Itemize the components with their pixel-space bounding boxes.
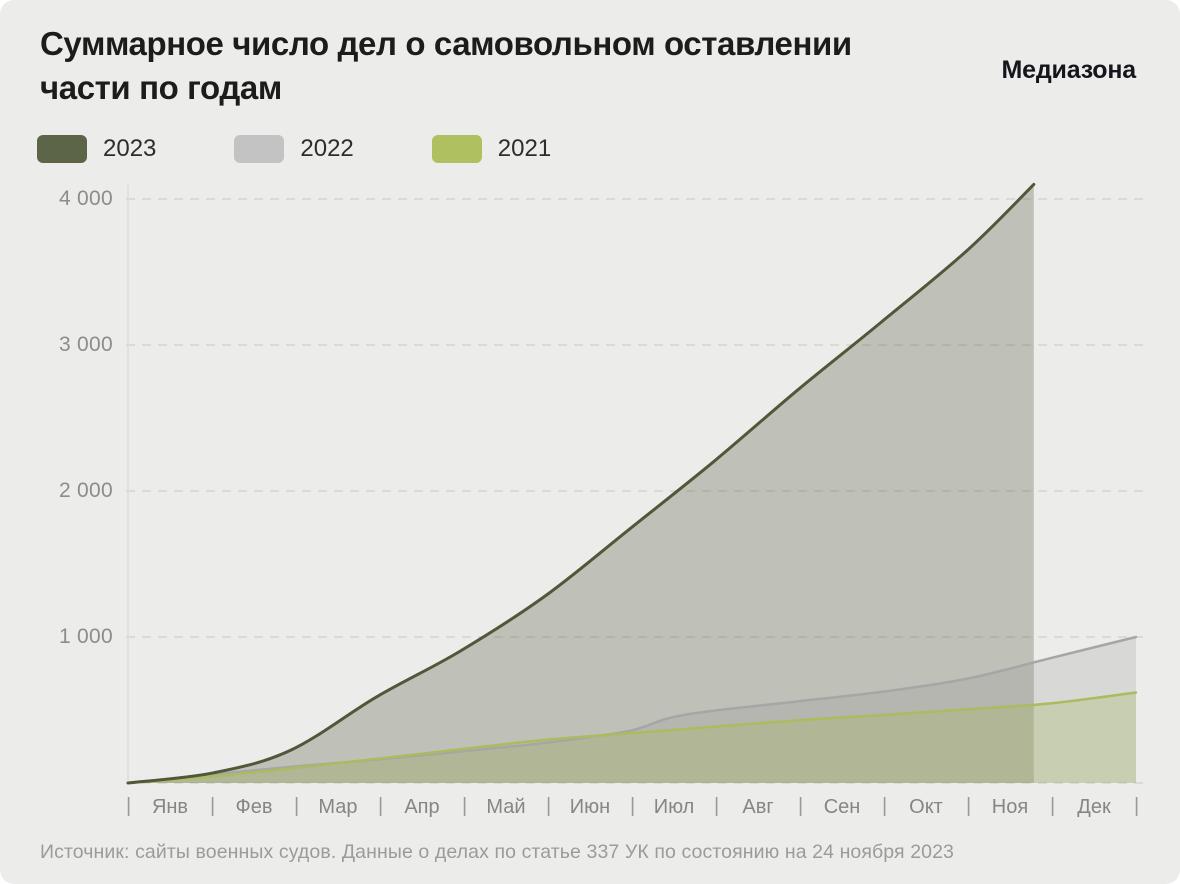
source-note: Источник: сайты военных судов. Данные о … (40, 841, 954, 863)
legend-swatch-2022 (234, 135, 285, 163)
legend-swatch-2023 (37, 135, 87, 163)
legend-label: 2021 (497, 135, 552, 162)
area-2022 (128, 637, 1136, 783)
line-2023 (126, 182, 1036, 785)
chart-legend: 2023 2022 2021 (37, 135, 551, 163)
chart-title: Суммарное число дел о самовольном оставл… (40, 25, 852, 106)
legend-item-2021[interactable]: 2021 (431, 135, 552, 163)
legend-item-2022[interactable]: 2022 (234, 135, 354, 163)
y-tick-label: 3 000 (58, 333, 113, 356)
legend-label: 2022 (300, 135, 354, 162)
mediazona-logo: Медиазона (1001, 56, 1137, 84)
area-2023 (128, 184, 1034, 783)
y-tick-label: 2 000 (58, 479, 113, 502)
y-tick-label: 1 000 (58, 625, 113, 648)
legend-label: 2023 (103, 135, 157, 162)
legend-swatch-2021 (431, 135, 482, 163)
legend-item-2023[interactable]: 2023 (37, 135, 156, 163)
y-tick-label: 4 000 (58, 187, 113, 210)
line-2021 (126, 691, 1138, 785)
line-2022 (126, 635, 1138, 785)
